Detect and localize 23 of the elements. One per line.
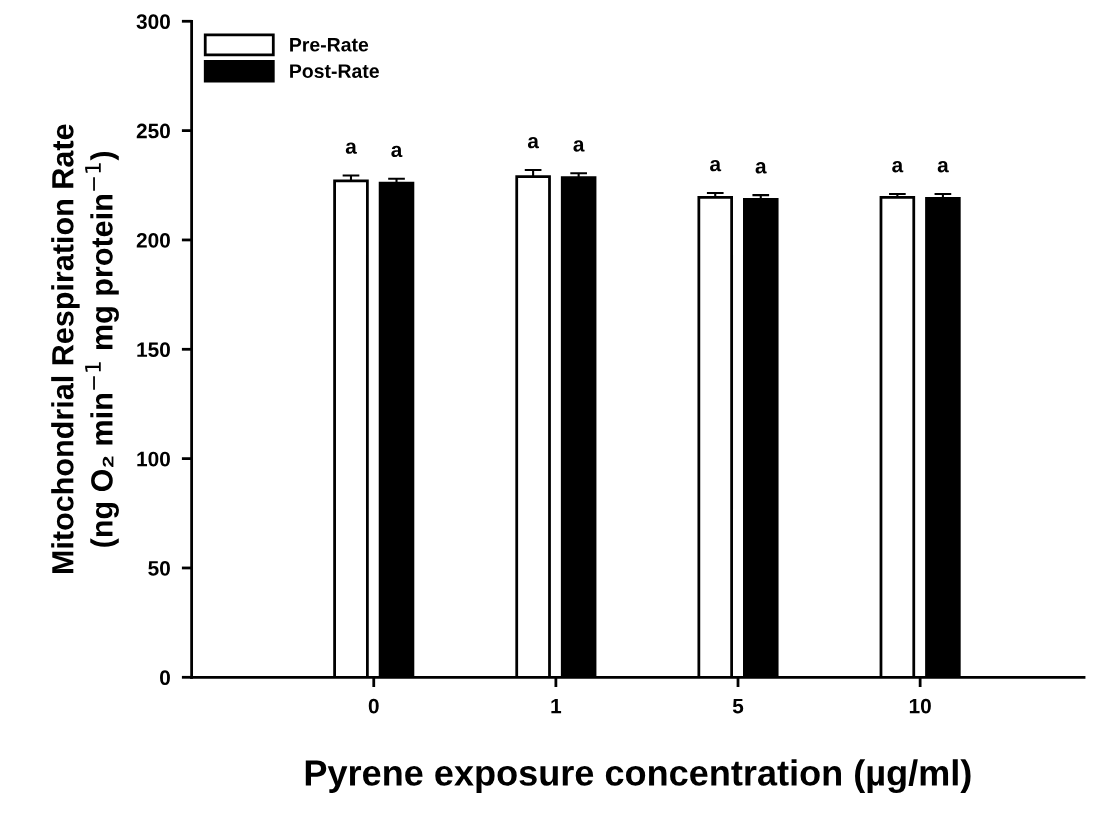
x-tick-label: 0 [368, 698, 379, 714]
x-tick-label: 1 [551, 698, 562, 714]
data-label: a [573, 140, 585, 152]
data-label: a [710, 159, 722, 172]
y-tick-label: 300 [136, 14, 170, 30]
x-tick-label: 5 [732, 698, 744, 714]
data-label: a [345, 142, 357, 154]
y-tick-label: 250 [136, 123, 170, 139]
legend-label: Post-Rate [290, 64, 379, 78]
y-tick-label: 50 [148, 560, 170, 576]
x-axis-title: Pyrene exposure concentration (µg/ml) [305, 759, 971, 794]
legend-label: Pre-Rate [290, 38, 369, 52]
y-tick-label: 0 [160, 670, 170, 686]
data-label: a [892, 161, 904, 173]
data-label: a [527, 136, 540, 149]
data-label: a [755, 162, 767, 174]
data-label: a [391, 145, 403, 158]
y-tick-label: 150 [137, 342, 170, 358]
y-tick-label: 200 [136, 232, 170, 248]
y-axis-title: Mitochondrial Respiration Rate (ng O₂ min$^{−1}$ mg protein$^{−1}$) [51, 124, 119, 574]
data-label: a [937, 161, 949, 173]
y-tick-label: 100 [137, 451, 170, 467]
x-tick-label: 10 [909, 698, 931, 714]
